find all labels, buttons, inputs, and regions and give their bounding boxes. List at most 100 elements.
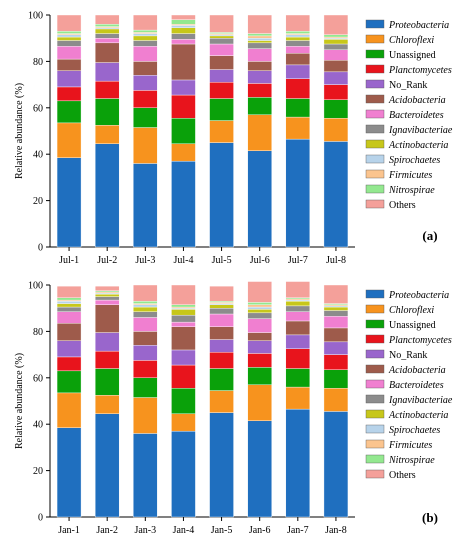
bar-segment-acidobacteria (171, 326, 196, 351)
bar-segment-bacteroidetes (285, 46, 311, 54)
legend-entry-label: Planctomycetes (388, 65, 452, 76)
bar-segment-bacteroidetes (247, 318, 272, 333)
bar-segment-chloroflexi (209, 120, 234, 143)
legend-entry-label: Proteobacteria (388, 20, 449, 31)
bar-segment-proteobacteria (56, 157, 82, 248)
bar-segment-spirochaetes (133, 33, 158, 37)
bar-segment-chloroflexi (209, 390, 234, 413)
legend-swatch (365, 394, 385, 404)
bar-segment-unassigned (209, 368, 234, 391)
bar-segment-proteobacteria (247, 150, 272, 248)
bar-segment-ignavibacteriae (94, 296, 120, 301)
bar-segment-acidobacteria (247, 61, 272, 71)
bar-segment-ignavibacteriae (323, 43, 349, 51)
bar-segment-spirochaetes (247, 306, 272, 310)
bar-segment-unassigned (171, 388, 196, 414)
x-tick-label: Jan-2 (96, 525, 118, 536)
legend-swatch (365, 454, 385, 464)
legend-swatch (365, 124, 385, 134)
bar-segment-proteobacteria (133, 433, 158, 518)
bar-segment-planctomycetes (285, 348, 311, 369)
bar-segment-others (285, 281, 311, 298)
bar-segment-no-rank (133, 75, 158, 91)
legend-swatch (365, 34, 385, 44)
x-tick-label: Jan-3 (134, 525, 156, 536)
legend-entry-label: Unassigned (389, 50, 436, 61)
legend-entry-label: Actinobacteria (388, 410, 448, 421)
bar-segment-actinobacteria (323, 39, 349, 45)
bar-segment-no-rank (323, 341, 349, 355)
bar-segment-chloroflexi (285, 386, 311, 410)
bar-segment-proteobacteria (323, 411, 349, 518)
bar-segment-no-rank (171, 349, 196, 366)
bar-segment-unassigned (94, 98, 120, 126)
legend-entry-label: Firmicutes (388, 440, 432, 451)
legend-swatch (365, 319, 385, 329)
bar-segment-chloroflexi (133, 127, 158, 164)
bar-segment-ignavibacteriae (285, 305, 311, 312)
bar-segment-unassigned (209, 98, 234, 121)
legend-swatch (365, 424, 385, 434)
legend-entry-label: Nitrospirae (388, 185, 435, 196)
bar-segment-no-rank (133, 345, 158, 361)
legend-entry-label: Bacteroidetes (389, 380, 444, 391)
y-axis-label: Relative abundance (%) (14, 83, 25, 179)
bar-segment-acidobacteria (171, 43, 196, 81)
legend-entry-label: Bacteroidetes (389, 110, 444, 121)
x-tick-label: Jul-1 (59, 255, 79, 266)
bar-segment-bacteroidetes (323, 49, 349, 61)
bar-segment-proteobacteria (171, 430, 196, 518)
bar-segment-planctomycetes (94, 80, 120, 99)
bar-segment-ignavibacteriae (56, 40, 82, 47)
legend-swatch (365, 139, 385, 149)
bar-segment-ignavibacteriae (171, 33, 196, 40)
bar-segment-others (171, 14, 196, 20)
legend-entry-label: Actinobacteria (388, 140, 448, 151)
bar-segment-nitrospirae (171, 304, 196, 308)
bar-segment-no-rank (285, 334, 311, 350)
bar-segment-bacteroidetes (94, 299, 120, 305)
bar-segment-bacteroidetes (56, 311, 82, 324)
legend-swatch (365, 379, 385, 389)
bar-segment-ignavibacteriae (323, 310, 349, 317)
legend: Proteobacteria Chloroflexi Unassigned Planc… (365, 289, 453, 481)
bar-segment-no-rank (209, 339, 234, 353)
legend: Proteobacteria Chloroflexi Unassigned Planc… (365, 19, 453, 211)
bar-segment-bacteroidetes (171, 321, 196, 327)
legend-swatch (365, 289, 385, 299)
bar-segment-planctomycetes (285, 78, 311, 99)
bar-segment-actinobacteria (171, 309, 196, 316)
bar-segment-proteobacteria (56, 427, 82, 518)
bar-segment-acidobacteria (209, 326, 234, 340)
legend-swatch (365, 154, 385, 164)
bar-segment-others (247, 281, 272, 303)
bar-segment-spirochaetes (171, 25, 196, 28)
bar-segment-no-rank (247, 70, 272, 84)
bar-segment-proteobacteria (323, 141, 349, 248)
bar-segment-actinobacteria (94, 294, 120, 297)
bar-segment-acidobacteria (133, 331, 158, 346)
x-tick-label: Jul-7 (288, 255, 308, 266)
bar-segment-planctomycetes (56, 86, 82, 102)
x-tick-label: Jan-1 (58, 525, 80, 536)
legend-entry-label: Others (389, 470, 416, 481)
y-tick-label: 0 (38, 243, 43, 254)
bar-segment-unassigned (247, 97, 272, 115)
bar-segment-actinobacteria (133, 306, 158, 312)
legend-entry-label: Spirochaetes (389, 155, 440, 166)
bar-segment-no-rank (285, 64, 311, 79)
bar-segment-bacteroidetes (171, 39, 196, 45)
legend-swatch (365, 184, 385, 194)
y-tick-label: 40 (33, 150, 43, 161)
bar-segment-others (133, 14, 158, 31)
y-tick-label: 100 (28, 281, 43, 292)
bar-segment-others (285, 14, 311, 32)
bar-segment-unassigned (323, 369, 349, 389)
bar-segment-nitrospirae (323, 34, 349, 38)
bar-segment-nitrospirae (94, 24, 120, 27)
bar-segment-no-rank (94, 332, 120, 352)
legend-entry-label: Chloroflexi (389, 35, 434, 46)
bar-segment-ignavibacteriae (56, 306, 82, 312)
x-tick-label: Jul-8 (326, 255, 346, 266)
bar-segment-ignavibacteriae (94, 33, 120, 39)
